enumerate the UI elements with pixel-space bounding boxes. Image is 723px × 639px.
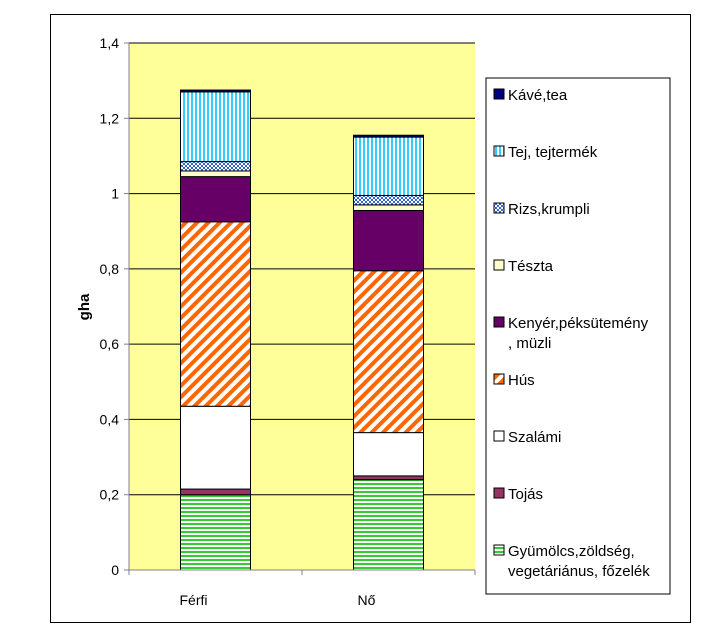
y-tick-label: 1,4 (100, 35, 120, 51)
bar-segment (180, 405, 251, 490)
y-tick-label: 0,4 (100, 411, 120, 427)
bar-segment (353, 210, 424, 272)
bar-segment (180, 91, 251, 163)
legend-item: Kenyér,péksütemény, müzli (493, 315, 649, 352)
bar-segment (353, 475, 424, 481)
chart: 0 0,2 0,4 0,6 0,8 1 1,2 1,4 Férfi Nő gha Kávé,te… (76, 35, 671, 608)
legend-swatch (493, 259, 505, 271)
legend-swatch (493, 202, 505, 214)
bar-segment (180, 89, 251, 93)
legend-swatch (493, 316, 505, 328)
legend-item: Tej, tejtermék (493, 144, 598, 161)
chart-frame: 0 0,2 0,4 0,6 0,8 1 1,2 1,4 Férfi Nő gha Kávé,te… (50, 14, 691, 623)
bar-segment (353, 432, 424, 477)
bar-segment (353, 134, 424, 138)
bar-segment (180, 221, 251, 407)
bar-segment (353, 204, 424, 212)
legend: Kávé,tea Tej, tejtermék Rizs,krumpli Tészta… (493, 87, 650, 580)
legend-swatch (493, 487, 505, 499)
bars (180, 89, 424, 571)
bar-segment (180, 494, 251, 571)
y-axis-title: gha (76, 293, 93, 320)
y-tick-label: 0,2 (100, 487, 120, 503)
legend-item: Tészta (493, 258, 554, 275)
legend-label: Tojás (508, 486, 543, 503)
legend-label: Szalámi (508, 429, 561, 446)
bar-segment (180, 488, 251, 496)
legend-label: Kenyér,péksütemény, müzli (508, 315, 649, 352)
legend-swatch (493, 145, 505, 157)
x-tick-label: Nő (358, 592, 376, 608)
bar-segment (353, 194, 424, 206)
legend-item: Szalámi (493, 429, 561, 446)
legend-item: Rizs,krumpli (493, 201, 590, 218)
legend-swatch (493, 373, 505, 385)
legend-item: Kávé,tea (493, 87, 568, 104)
legend-box (485, 77, 671, 595)
legend-label: Gyümölcs,zöldség, vegetáriánus, főzelék (508, 543, 650, 580)
bar-segment (353, 479, 424, 571)
legend-label: Rizs,krumpli (508, 201, 590, 218)
legend-item: Gyümölcs,zöldség, vegetáriánus, főzelék (493, 543, 650, 580)
bar-segment (180, 176, 251, 223)
legend-label: Hús (508, 372, 535, 389)
legend-label: Tészta (508, 258, 554, 275)
x-tick-label: Férfi (180, 592, 208, 608)
y-tick-label: 1 (111, 186, 119, 202)
legend-label: Tej, tejtermék (508, 144, 598, 161)
bar-segment (180, 170, 251, 178)
legend-swatch (493, 430, 505, 442)
bar-segment (180, 161, 251, 172)
y-tick-label: 0,8 (100, 261, 120, 277)
legend-label: Kávé,tea (508, 87, 568, 104)
y-tick-label: 0 (111, 562, 119, 578)
legend-item: Hús (493, 372, 535, 389)
bar-segment (353, 270, 424, 434)
legend-swatch (493, 88, 505, 100)
legend-item: Tojás (493, 486, 543, 503)
legend-swatch (493, 544, 505, 556)
y-tick-labels: 0 0,2 0,4 0,6 0,8 1 1,2 1,4 (100, 35, 129, 578)
y-tick-label: 1,2 (100, 110, 120, 126)
bar-segment (353, 136, 424, 196)
y-tick-label: 0,6 (100, 336, 120, 352)
x-tick-labels: Férfi Nő (128, 570, 476, 608)
